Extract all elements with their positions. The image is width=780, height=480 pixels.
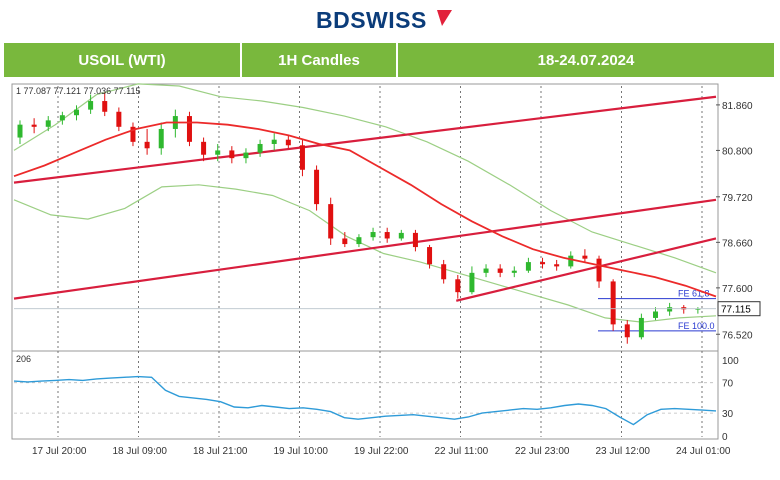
candles bbox=[17, 92, 701, 344]
candle-body bbox=[314, 169, 320, 205]
candle-body bbox=[582, 255, 588, 259]
x-tick-label: 19 Jul 10:00 bbox=[274, 446, 329, 457]
candle-body bbox=[610, 281, 616, 325]
candle-body bbox=[59, 115, 65, 121]
channel-line bbox=[13, 95, 717, 184]
candle-body bbox=[17, 124, 23, 138]
oscillator: 100 70 30 0 bbox=[13, 356, 739, 443]
candle-body bbox=[243, 152, 249, 159]
candle-body bbox=[681, 307, 687, 310]
x-tick-label: 24 Jul 01:00 bbox=[676, 446, 731, 457]
y-tick-label: 80.800 bbox=[722, 146, 753, 157]
oscillator-label: 206 bbox=[16, 354, 31, 364]
candle-body bbox=[342, 238, 348, 245]
candle-body bbox=[257, 143, 263, 153]
x-tick-label: 19 Jul 22:00 bbox=[354, 446, 409, 457]
last-price-value: 77.115 bbox=[721, 305, 751, 316]
bollinger-bands bbox=[13, 83, 717, 323]
price-chart: FE 61.8 FE 100.0 81.860 80.800 79.720 78.660… bbox=[11, 83, 761, 457]
oscillator-level-label: 70 bbox=[722, 379, 734, 390]
candle-body bbox=[540, 262, 546, 265]
candle-body bbox=[31, 124, 37, 127]
brand-logo: BDSWISS bbox=[316, 7, 452, 33]
symbol-label: USOIL (WTI) bbox=[4, 43, 242, 77]
main-panel-frame bbox=[11, 83, 719, 352]
oscillator-level-label: 100 bbox=[722, 356, 739, 367]
candle-body bbox=[667, 307, 673, 312]
x-tick-label: 17 Jul 20:00 bbox=[32, 446, 87, 457]
chart-header: USOIL (WTI) 1H Candles 18-24.07.2024 bbox=[4, 43, 774, 77]
candle-body bbox=[695, 308, 701, 310]
candle-body bbox=[469, 272, 475, 293]
candle-body bbox=[511, 270, 517, 273]
candle-body bbox=[497, 268, 503, 273]
candle-body bbox=[525, 262, 531, 271]
candle-body bbox=[271, 139, 277, 144]
oscillator-panel-frame bbox=[11, 350, 719, 440]
candle-body bbox=[144, 141, 150, 149]
ohlc-readout: 1 77.087 77.121 77.036 77.115 bbox=[16, 86, 140, 96]
candle-body bbox=[596, 258, 602, 282]
candle-body bbox=[412, 232, 418, 248]
candle-body bbox=[356, 237, 362, 245]
brand-logo-text: BDSWISS bbox=[316, 7, 427, 33]
candle-body bbox=[116, 111, 122, 127]
x-tick-label: 18 Jul 21:00 bbox=[193, 446, 248, 457]
y-tick-label: 76.520 bbox=[722, 330, 753, 341]
y-tick-label: 81.860 bbox=[722, 101, 753, 112]
candle-body bbox=[186, 116, 192, 142]
bollinger-upper bbox=[13, 83, 717, 274]
moving-average bbox=[13, 121, 717, 298]
candle-body bbox=[427, 247, 433, 265]
candle-body bbox=[455, 279, 461, 293]
fib-level-label: FE 100.0 bbox=[678, 321, 715, 331]
candle-body bbox=[441, 264, 447, 280]
x-tick-label: 23 Jul 12:00 bbox=[596, 446, 651, 457]
timeframe-label: 1H Candles bbox=[242, 43, 398, 77]
oscillator-line bbox=[13, 375, 717, 426]
candle-body bbox=[130, 126, 136, 142]
candle-body bbox=[285, 139, 291, 146]
oscillator-level-label: 30 bbox=[722, 409, 734, 420]
brand-logo-mark bbox=[437, 10, 452, 26]
candle-body bbox=[88, 101, 94, 110]
candle-body bbox=[624, 324, 630, 338]
candle-body bbox=[653, 311, 659, 318]
candle-body bbox=[384, 232, 390, 239]
candle-body bbox=[158, 128, 164, 149]
candle-body bbox=[215, 150, 221, 155]
y-tick-label: 78.660 bbox=[722, 238, 753, 249]
candle-body bbox=[370, 232, 376, 238]
candle-body bbox=[299, 145, 305, 170]
candle-body bbox=[102, 101, 108, 112]
x-tick-label: 18 Jul 09:00 bbox=[113, 446, 168, 457]
time-axis: 17 Jul 20:00 18 Jul 09:00 18 Jul 21:00 19 J… bbox=[32, 446, 731, 457]
price-axis: 81.860 80.800 79.720 78.660 77.600 76.520 77.1… bbox=[14, 101, 761, 341]
fib-level-label: FE 61.8 bbox=[678, 289, 710, 299]
candle-body bbox=[638, 317, 644, 338]
oscillator-level-label: 0 bbox=[722, 432, 728, 443]
candle-body bbox=[398, 232, 404, 239]
candle-body bbox=[328, 204, 334, 239]
candle-body bbox=[554, 264, 560, 267]
candle-body bbox=[483, 268, 489, 273]
trend-channels bbox=[13, 95, 717, 302]
last-price-tag bbox=[717, 301, 761, 317]
candle-body bbox=[229, 150, 235, 159]
candle-body bbox=[568, 255, 574, 267]
fibonacci-expansion: FE 61.8 FE 100.0 bbox=[598, 289, 716, 332]
moving-average-line bbox=[13, 121, 717, 298]
y-tick-label: 77.600 bbox=[722, 284, 753, 295]
date-range-label: 18-24.07.2024 bbox=[398, 43, 774, 77]
x-tick-label: 22 Jul 23:00 bbox=[515, 446, 570, 457]
channel-line bbox=[456, 237, 717, 302]
candle-body bbox=[45, 120, 51, 127]
channel-line bbox=[13, 198, 717, 300]
bollinger-lower bbox=[13, 184, 717, 323]
y-tick-label: 79.720 bbox=[722, 193, 753, 204]
x-tick-label: 22 Jul 11:00 bbox=[435, 446, 489, 457]
candle-body bbox=[73, 109, 79, 116]
candle-body bbox=[201, 141, 207, 155]
